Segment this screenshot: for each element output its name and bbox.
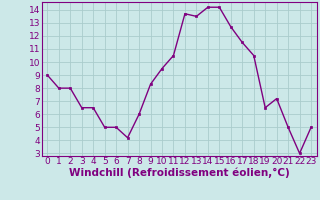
X-axis label: Windchill (Refroidissement éolien,°C): Windchill (Refroidissement éolien,°C) [69, 168, 290, 178]
